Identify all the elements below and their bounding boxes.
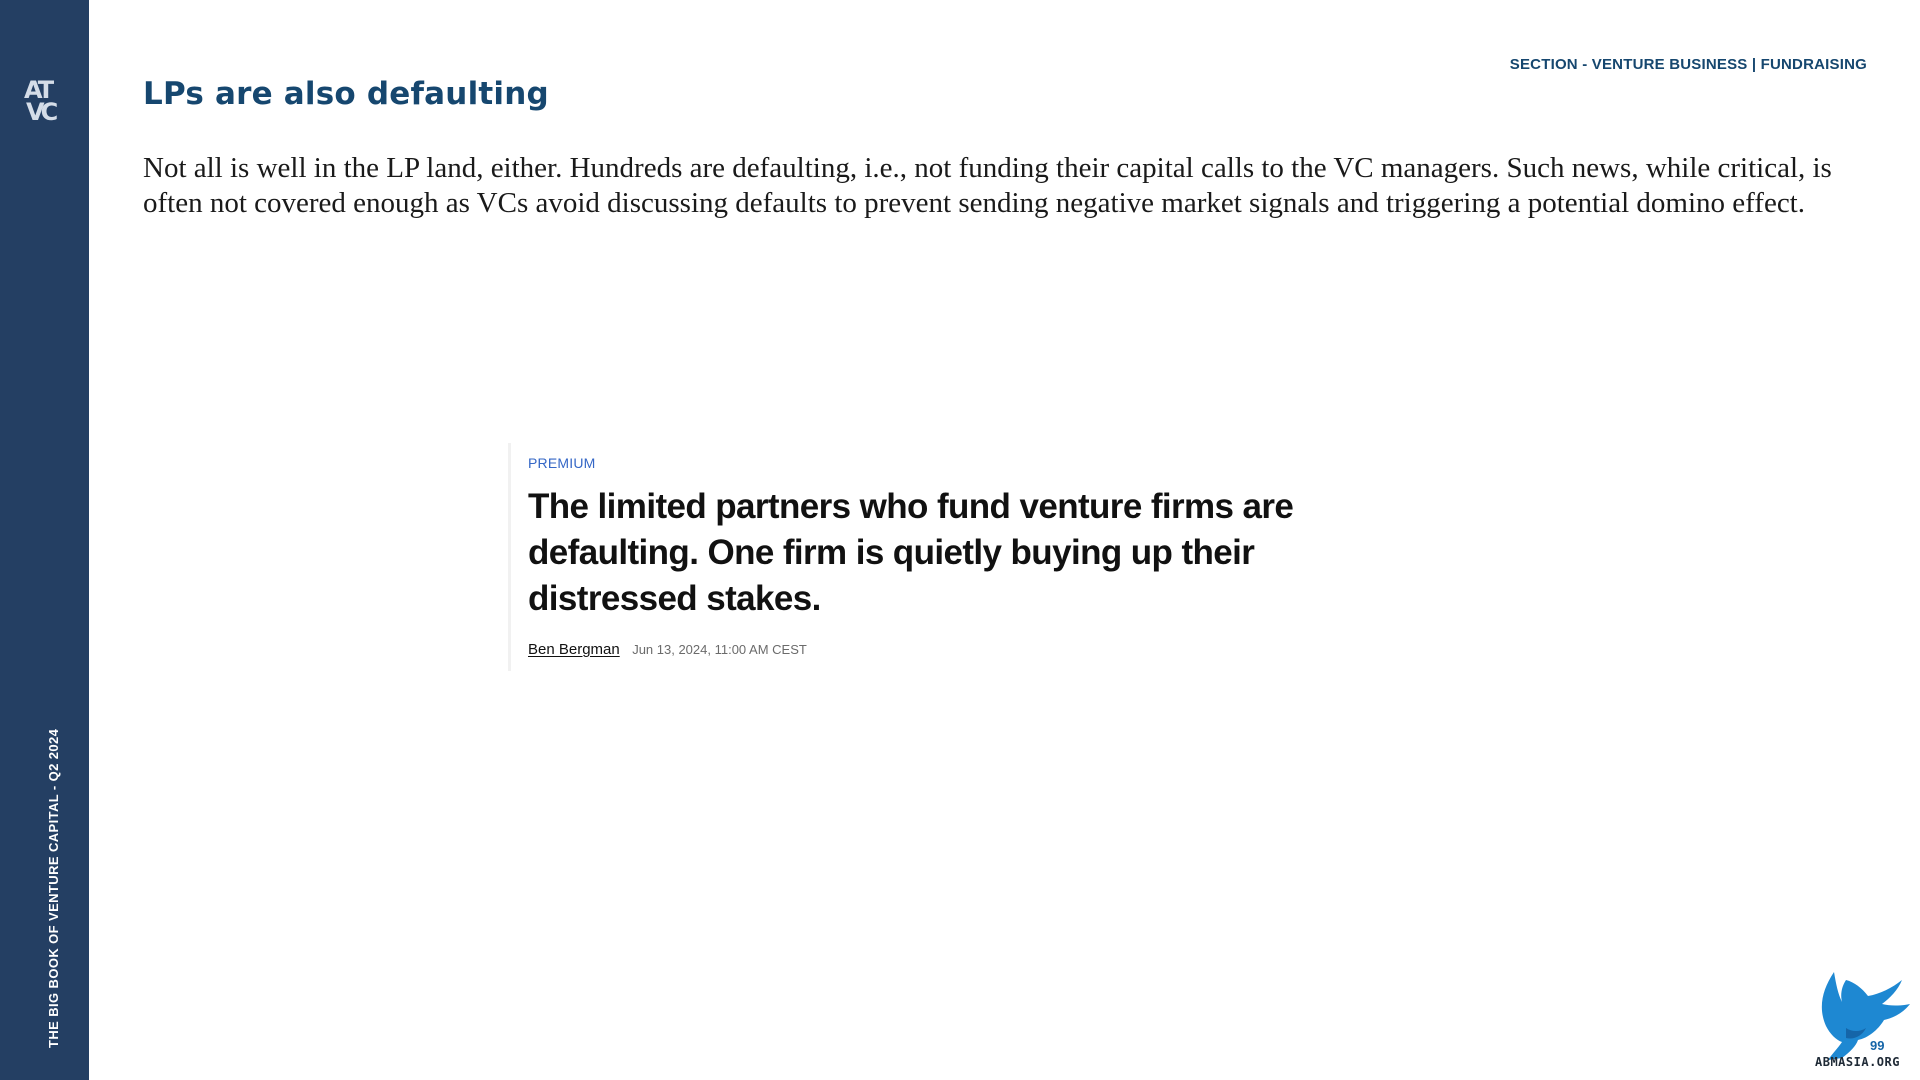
article-headline: The limited partners who fund venture fi… xyxy=(528,487,1294,618)
article-timestamp: Jun 13, 2024, 11:00 AM CEST xyxy=(632,642,807,657)
atvc-logo: AT VC xyxy=(22,78,62,126)
article-byline: Ben Bergman Jun 13, 2024, 11:00 AM CEST xyxy=(528,641,807,659)
page-title: LPs are also defaulting xyxy=(143,76,549,112)
logo-line-2: VC xyxy=(26,98,58,126)
sidebar: AT VC THE BIG BOOK OF VENTURE CAPITAL - … xyxy=(0,0,89,1080)
author-link[interactable]: Ben Bergman xyxy=(528,641,620,658)
eagle-icon: 99 xyxy=(1821,972,1910,1060)
article-screenshot: PREMIUM The limited partners who fund ve… xyxy=(508,443,1398,671)
page-number: 99 xyxy=(1870,1038,1884,1053)
logo-line-1: AT xyxy=(24,76,54,104)
intro-paragraph: Not all is well in the LP land, either. … xyxy=(143,152,1832,219)
premium-badge: PREMIUM xyxy=(528,455,596,471)
watermark-text: ABMASIA.ORG xyxy=(1815,1055,1900,1069)
section-label: SECTION - VENTURE BUSINESS | FUNDRAISING xyxy=(1509,56,1867,73)
sidebar-caption: THE BIG BOOK OF VENTURE CAPITAL - Q2 202… xyxy=(46,728,61,1048)
